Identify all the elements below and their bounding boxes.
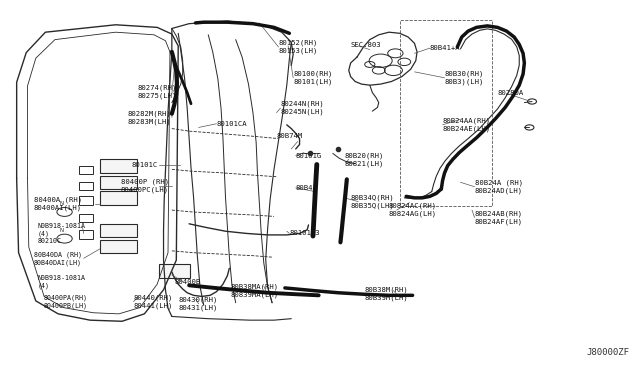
- Text: 80280A: 80280A: [497, 90, 524, 96]
- Bar: [100, 224, 137, 237]
- Text: 80400PA(RH)
80400PB(LH): 80400PA(RH) 80400PB(LH): [44, 294, 88, 309]
- Text: 80400B: 80400B: [174, 279, 201, 285]
- Bar: [100, 159, 137, 173]
- Text: 80100(RH)
80101(LH): 80100(RH) 80101(LH): [293, 71, 333, 85]
- Text: 80282M(RH)
80283M(LH): 80282M(RH) 80283M(LH): [127, 110, 171, 125]
- Text: 80B30(RH)
80B3)(LH): 80B30(RH) 80B3)(LH): [445, 71, 484, 85]
- Text: 80101G: 80101G: [296, 153, 322, 158]
- Bar: [100, 191, 137, 205]
- Text: 80B74M: 80B74M: [276, 132, 303, 139]
- Bar: [400, 20, 492, 206]
- Bar: [100, 176, 137, 189]
- Text: 80274(RH)
80275(LH): 80274(RH) 80275(LH): [138, 84, 177, 99]
- Text: 80101C3: 80101C3: [289, 230, 320, 237]
- Text: 80B38MA(RH)
80839MA(LH): 80B38MA(RH) 80839MA(LH): [230, 283, 278, 298]
- Text: 80B41: 80B41: [296, 185, 317, 191]
- Bar: [79, 214, 93, 222]
- Bar: [100, 240, 137, 253]
- Text: 80101CA: 80101CA: [216, 121, 247, 127]
- Text: 80B20(RH)
80821(LH): 80B20(RH) 80821(LH): [344, 152, 383, 167]
- Text: J80000ZF: J80000ZF: [587, 348, 630, 357]
- Text: 80B24AA(RH)
80B24AE(LH): 80B24AA(RH) 80B24AE(LH): [443, 118, 491, 132]
- Text: 80B41+A: 80B41+A: [430, 45, 460, 51]
- Bar: [79, 196, 93, 205]
- Text: 80440(RH)
80441(LH): 80440(RH) 80441(LH): [134, 294, 173, 309]
- Text: N: N: [60, 201, 63, 206]
- Text: 80B24A (RH)
80B24AD(LH): 80B24A (RH) 80B24AD(LH): [474, 180, 523, 194]
- Bar: [79, 231, 93, 238]
- Text: 80400P (RH)
80400PC(LH): 80400P (RH) 80400PC(LH): [121, 179, 169, 193]
- Text: 80152(RH)
80153(LH): 80152(RH) 80153(LH): [278, 40, 318, 54]
- Text: 80101C: 80101C: [132, 161, 158, 167]
- Bar: [79, 166, 93, 174]
- Text: 80B24AB(RH)
80B24AF(LH): 80B24AB(RH) 80B24AF(LH): [474, 210, 523, 225]
- Bar: [159, 264, 189, 278]
- Text: 80B34Q(RH)
80B35Q(LH): 80B34Q(RH) 80B35Q(LH): [351, 194, 394, 209]
- Text: 80244N(RH)
80245N(LH): 80244N(RH) 80245N(LH): [280, 101, 324, 115]
- Text: N: N: [60, 228, 63, 233]
- Text: 80B38M(RH)
80B39M(LH): 80B38M(RH) 80B39M(LH): [365, 287, 408, 301]
- Text: SEC.803: SEC.803: [351, 42, 381, 48]
- Text: 80B40DA (RH)
80B40DAI(LH): 80B40DA (RH) 80B40DAI(LH): [34, 251, 82, 266]
- Text: N0B918-1081A
(4)
80210C: N0B918-1081A (4) 80210C: [38, 223, 86, 244]
- Text: N0B918-1081A
(4): N0B918-1081A (4): [38, 275, 86, 289]
- Text: 80824AC(RH)
80824AG(LH): 80824AC(RH) 80824AG(LH): [389, 203, 437, 217]
- Text: 80400A (RH)
80400AI(LH): 80400A (RH) 80400AI(LH): [34, 196, 82, 211]
- Bar: [79, 182, 93, 190]
- Text: 80430(RH)
80431(LH): 80430(RH) 80431(LH): [178, 296, 218, 311]
